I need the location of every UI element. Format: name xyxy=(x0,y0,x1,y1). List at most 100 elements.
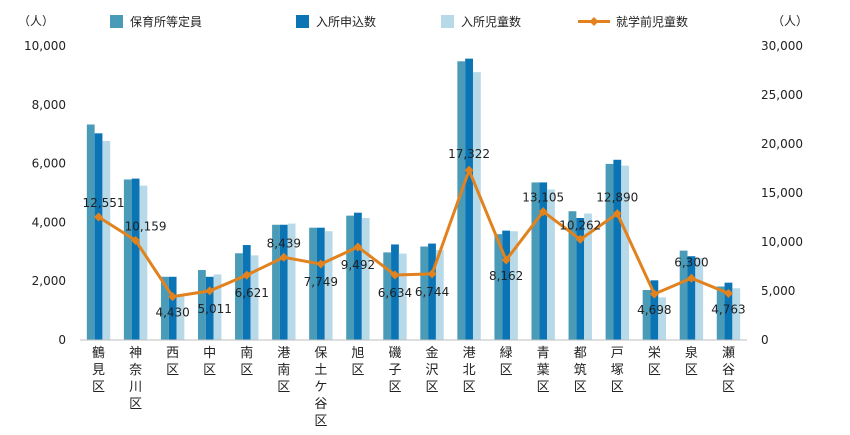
category-label: 磯子区 xyxy=(388,346,401,395)
line-marker xyxy=(94,212,104,222)
legend-label: 就学前児童数 xyxy=(616,14,688,29)
line-marker xyxy=(316,259,326,269)
legend-swatch xyxy=(296,15,309,28)
bar-2 xyxy=(724,282,733,340)
bar-3 xyxy=(472,72,481,340)
bar-3 xyxy=(510,231,518,340)
line-marker xyxy=(501,255,511,265)
data-label: 12,890 xyxy=(596,191,638,205)
data-label: 13,105 xyxy=(522,191,564,205)
bar-2 xyxy=(279,224,288,340)
bar-2 xyxy=(502,230,511,340)
bar-3 xyxy=(584,213,592,340)
legend-label: 保育所等定員 xyxy=(130,14,202,29)
data-label: 5,011 xyxy=(198,302,232,316)
bar-1 xyxy=(568,211,577,340)
bar-2 xyxy=(687,256,696,340)
category-label: 中区 xyxy=(203,346,216,378)
bar-2 xyxy=(391,244,399,340)
bar-1 xyxy=(160,276,169,340)
category-label: 港北区 xyxy=(463,346,476,395)
right-tick-label: 10,000 xyxy=(761,235,803,249)
legend: 保育所等定員 入所申込数 入所児童数 就学前児童数 xyxy=(110,14,688,29)
legend-label: 入所児童数 xyxy=(461,14,521,29)
data-label: 17,322 xyxy=(448,147,490,161)
line-marker xyxy=(390,270,400,280)
data-label: 6,634 xyxy=(378,286,412,300)
line-marker xyxy=(575,234,585,244)
legend-swatch xyxy=(110,15,123,28)
bar-2 xyxy=(205,276,214,340)
bar-2 xyxy=(428,243,436,340)
right-tick-label: 0 xyxy=(761,333,769,347)
bar-3 xyxy=(213,274,222,340)
data-label: 8,439 xyxy=(267,236,301,250)
left-tick-label: 0 xyxy=(58,333,66,347)
category-label: 保土ケ谷区 xyxy=(314,346,327,429)
left-tick-label: 8,000 xyxy=(32,98,66,112)
bar-1 xyxy=(420,246,429,340)
bar-3 xyxy=(658,297,667,340)
data-label: 10,262 xyxy=(559,218,601,232)
bar-3 xyxy=(621,165,630,340)
line-marker xyxy=(723,288,733,298)
data-label: 10,159 xyxy=(125,219,167,233)
data-label: 12,551 xyxy=(83,196,125,210)
bar-1 xyxy=(531,182,540,340)
bar-2 xyxy=(539,182,548,340)
bar-3 xyxy=(547,189,555,340)
line-path xyxy=(97,166,730,299)
category-label: 港南区 xyxy=(277,346,290,395)
data-label: 7,749 xyxy=(304,275,338,289)
left-tick-label: 10,000 xyxy=(24,39,66,53)
line-marker xyxy=(242,270,252,280)
bar-3 xyxy=(102,140,111,340)
bar-3 xyxy=(324,231,333,340)
line-marker xyxy=(649,289,659,299)
bar-3 xyxy=(287,223,296,340)
bar-1 xyxy=(457,61,466,341)
bar-1 xyxy=(679,250,688,340)
bar-2 xyxy=(576,217,585,340)
line-marker xyxy=(353,242,363,252)
bar-3 xyxy=(435,250,444,340)
bar-2 xyxy=(94,133,103,340)
left-axis-ticks: 0 2,000 4,000 6,000 8,000 10,000 xyxy=(24,39,66,347)
category-label: 神奈川区 xyxy=(129,346,142,412)
category-label: 青葉区 xyxy=(537,346,550,395)
bar-3 xyxy=(139,185,148,340)
right-axis-unit: （人） xyxy=(772,14,808,28)
data-label: 4,763 xyxy=(711,302,745,316)
right-tick-label: 25,000 xyxy=(761,88,803,102)
bar-3 xyxy=(361,217,370,340)
legend-marker xyxy=(589,17,599,26)
line-marker xyxy=(168,292,178,302)
category-label: 鶴見区 xyxy=(92,345,105,395)
bar-3 xyxy=(732,288,741,340)
category-label: 瀬谷区 xyxy=(722,346,735,395)
data-label: 6,744 xyxy=(415,285,449,299)
left-tick-label: 6,000 xyxy=(32,157,66,171)
right-tick-label: 5,000 xyxy=(761,284,795,298)
bar-3 xyxy=(250,255,259,340)
bar-3 xyxy=(176,295,185,340)
bar-1 xyxy=(86,124,95,340)
bar-1 xyxy=(494,234,503,340)
bar-1 xyxy=(197,270,206,340)
data-label: 9,492 xyxy=(341,258,375,272)
bar-2 xyxy=(650,280,659,340)
bar-1 xyxy=(346,215,355,340)
data-label: 4,430 xyxy=(155,306,189,320)
right-axis-ticks: 0 5,000 10,000 15,000 20,000 25,000 30,000 xyxy=(761,39,803,347)
line-marker xyxy=(464,165,474,175)
left-tick-label: 4,000 xyxy=(32,215,66,229)
category-label: 旭区 xyxy=(351,346,364,378)
bar-2 xyxy=(465,58,473,340)
bar-1 xyxy=(605,163,614,340)
category-label: 戸塚区 xyxy=(611,346,624,395)
left-tick-label: 2,000 xyxy=(32,274,66,288)
category-label: 都筑区 xyxy=(574,346,587,395)
category-label: 栄区 xyxy=(648,346,661,378)
line-marker xyxy=(131,235,141,245)
